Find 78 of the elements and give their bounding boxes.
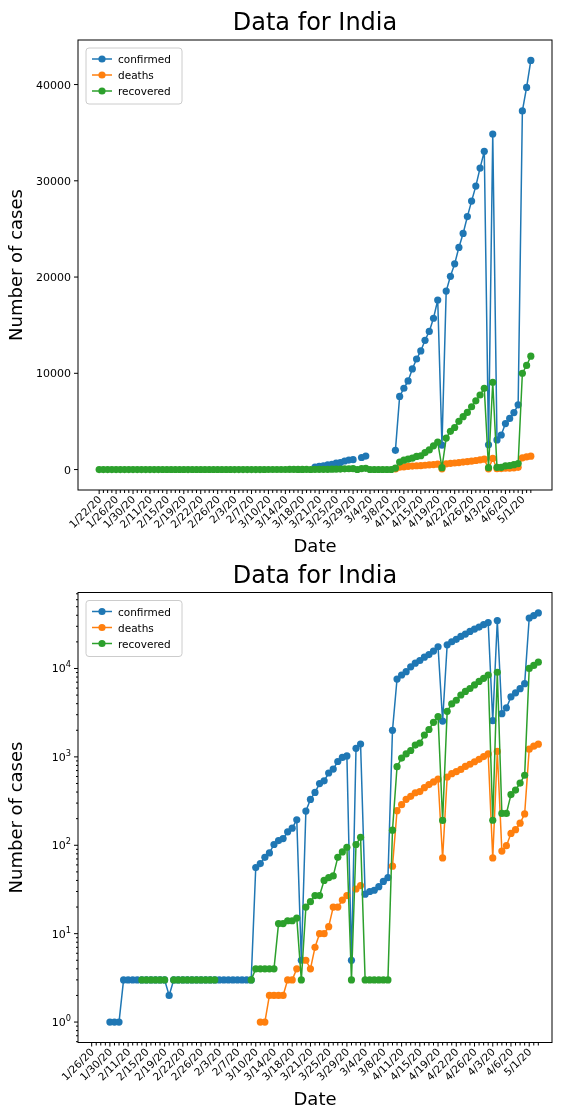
point bbox=[497, 431, 505, 439]
point bbox=[391, 446, 400, 454]
point bbox=[279, 991, 287, 1000]
chart-title: Data for India bbox=[232, 8, 398, 36]
point bbox=[480, 455, 488, 463]
point bbox=[442, 287, 450, 295]
legend-label: confirmed bbox=[118, 53, 171, 65]
point bbox=[516, 819, 524, 827]
y-tick-label: 10$^{3}$ bbox=[51, 747, 71, 764]
legend-label: deaths bbox=[118, 621, 154, 634]
point bbox=[404, 377, 412, 385]
point bbox=[434, 296, 442, 304]
y-tick-label: 10$^{2}$ bbox=[51, 836, 71, 853]
point bbox=[467, 197, 476, 205]
point bbox=[507, 829, 515, 838]
point bbox=[498, 847, 506, 855]
point bbox=[527, 56, 535, 65]
point bbox=[261, 1018, 269, 1026]
y-tick-label: 40000 bbox=[36, 78, 71, 92]
y-tick-label: 10$^{0}$ bbox=[51, 1013, 71, 1030]
y-axis-title: Number of cases bbox=[5, 189, 26, 341]
point bbox=[446, 272, 455, 280]
y-tick-label: 10$^{1}$ bbox=[51, 924, 71, 941]
point bbox=[489, 454, 497, 463]
legend-label: deaths bbox=[118, 69, 154, 81]
y-axis-title: Number of cases bbox=[5, 741, 26, 894]
point bbox=[476, 164, 484, 172]
point bbox=[510, 409, 518, 417]
point bbox=[429, 314, 438, 322]
point bbox=[502, 842, 511, 850]
legend-label: recovered bbox=[118, 85, 171, 97]
point bbox=[349, 456, 357, 464]
point bbox=[416, 787, 424, 796]
point bbox=[396, 392, 404, 401]
point bbox=[459, 229, 467, 238]
point bbox=[311, 943, 319, 951]
point bbox=[455, 243, 463, 252]
point bbox=[338, 896, 346, 904]
y-tick-label: 30000 bbox=[36, 174, 71, 188]
point bbox=[306, 965, 315, 973]
legend-label: confirmed bbox=[118, 605, 171, 618]
y-tick-label: 0 bbox=[64, 463, 71, 477]
point bbox=[412, 355, 421, 363]
point bbox=[451, 260, 459, 268]
point bbox=[501, 419, 510, 428]
point bbox=[521, 810, 529, 818]
point bbox=[325, 923, 333, 931]
point bbox=[293, 965, 301, 973]
point bbox=[506, 414, 514, 423]
point bbox=[518, 107, 526, 115]
point bbox=[400, 384, 408, 392]
point bbox=[472, 182, 480, 190]
x-axis-title: Date bbox=[293, 1087, 337, 1105]
point bbox=[439, 854, 447, 862]
chart-title: Data for India bbox=[232, 560, 398, 589]
point bbox=[398, 801, 406, 809]
point bbox=[302, 956, 310, 964]
point bbox=[362, 452, 370, 460]
x-axis-title: Date bbox=[293, 535, 337, 556]
point bbox=[420, 784, 428, 792]
point bbox=[334, 903, 342, 911]
point bbox=[527, 452, 535, 460]
point bbox=[489, 130, 497, 138]
point bbox=[489, 854, 497, 862]
point bbox=[408, 365, 416, 373]
point bbox=[534, 740, 542, 748]
point bbox=[421, 336, 429, 344]
point bbox=[320, 930, 328, 938]
legend-label: recovered bbox=[118, 637, 171, 650]
point bbox=[480, 147, 488, 155]
point bbox=[425, 327, 433, 336]
point bbox=[417, 347, 425, 355]
point bbox=[463, 212, 471, 221]
y-tick-label: 10000 bbox=[36, 367, 71, 381]
point bbox=[523, 83, 531, 92]
y-tick-label: 20000 bbox=[36, 271, 71, 285]
point bbox=[511, 826, 520, 834]
y-tick-label: 10$^{4}$ bbox=[51, 659, 71, 676]
